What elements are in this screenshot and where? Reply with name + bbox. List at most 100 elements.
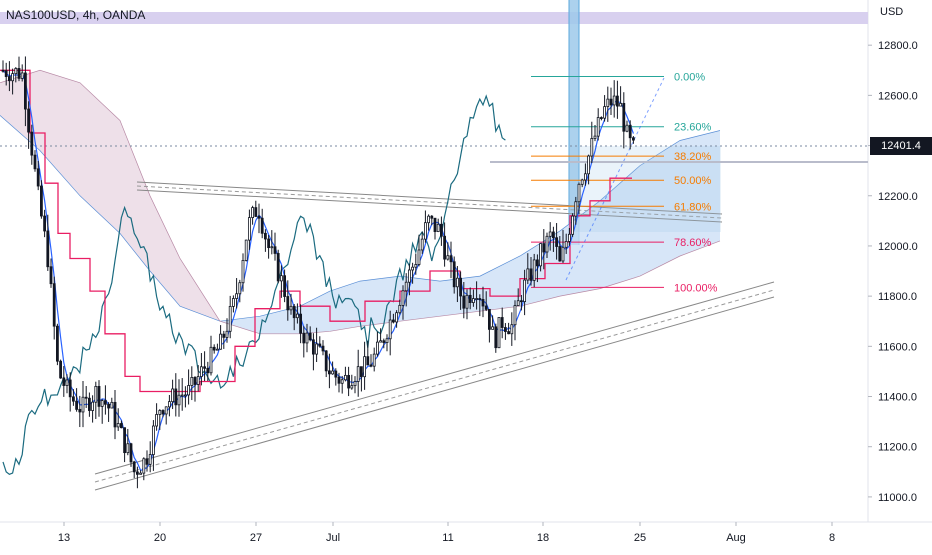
candle	[11, 68, 15, 95]
candle	[529, 257, 533, 286]
candle	[228, 295, 232, 339]
candle	[203, 351, 207, 382]
cloud-segment	[300, 291, 330, 334]
candle	[606, 86, 610, 122]
candle	[27, 101, 31, 149]
x-tick-label: 8	[829, 532, 835, 544]
candle	[187, 369, 191, 405]
candle	[81, 380, 85, 428]
cloud-segment	[260, 306, 300, 334]
candle	[263, 229, 267, 252]
candle	[507, 322, 511, 335]
candle	[353, 376, 357, 394]
candle	[273, 232, 277, 261]
kijun-line	[0, 69, 632, 393]
candle	[279, 265, 283, 298]
ichimoku-cloud	[0, 69, 721, 335]
candle	[305, 323, 309, 353]
candle	[603, 95, 606, 122]
candle	[439, 216, 443, 246]
fib-retracement: 0.00% 23.60% 38.20% 50.00% 61.80% 78.60% 100.0…	[531, 72, 718, 294]
y-tick-label: 12200.0	[878, 191, 918, 203]
candle	[84, 385, 88, 408]
time-axis[interactable]: 13 20 27 Jul 11 18 25 Aug 8	[58, 522, 835, 544]
candle	[558, 236, 562, 262]
x-tick-label: 18	[537, 532, 549, 544]
upper-trend-channel	[136, 181, 723, 223]
candle	[104, 385, 107, 415]
candle	[4, 62, 8, 86]
candle	[539, 243, 542, 272]
candle	[388, 310, 392, 356]
candle	[100, 399, 104, 424]
candle	[359, 366, 363, 392]
candle	[33, 150, 37, 172]
candle	[401, 285, 405, 320]
cloud-segment	[480, 256, 520, 312]
candle	[577, 182, 581, 214]
price-axis-unit: USD	[880, 6, 904, 18]
candle	[552, 226, 555, 252]
candle	[622, 92, 626, 149]
candle	[478, 294, 482, 317]
candle	[532, 253, 536, 288]
chikou-line	[2, 94, 506, 475]
candle	[571, 213, 574, 237]
candle	[427, 214, 431, 231]
candle	[385, 334, 389, 352]
candle	[52, 276, 56, 340]
candle	[190, 366, 194, 401]
candle	[161, 409, 165, 418]
candle	[420, 231, 424, 254]
candle	[513, 300, 517, 341]
candle	[628, 120, 632, 150]
candle	[270, 230, 274, 255]
candle	[158, 409, 162, 430]
candle	[167, 395, 171, 417]
candle	[321, 340, 325, 356]
candle	[7, 61, 11, 92]
candle	[193, 376, 197, 402]
candle	[219, 325, 223, 350]
candle	[327, 353, 331, 389]
candle	[523, 269, 526, 316]
cloud-segment	[150, 195, 180, 307]
candle	[171, 379, 175, 410]
candle	[72, 389, 75, 406]
y-tick-label: 11800.0	[878, 291, 917, 303]
candle	[500, 307, 504, 339]
candle	[564, 233, 568, 254]
candle	[593, 125, 597, 142]
candle	[337, 372, 341, 393]
candle	[289, 293, 293, 315]
candle	[398, 299, 402, 315]
candle	[619, 86, 622, 107]
candle	[596, 108, 600, 141]
candle	[443, 222, 447, 267]
candle	[609, 87, 613, 116]
candle	[267, 234, 271, 259]
candle	[302, 326, 306, 358]
candle	[46, 214, 50, 271]
candle	[222, 330, 226, 349]
candle	[475, 281, 479, 310]
lower-trend-channel	[94, 281, 775, 491]
candle	[244, 239, 248, 262]
candle	[584, 163, 587, 186]
vertical-highlight	[569, 0, 579, 245]
candle	[254, 200, 258, 218]
fib-trend-line	[565, 77, 665, 281]
candle	[516, 288, 520, 306]
candle	[68, 372, 72, 412]
candle	[123, 427, 126, 463]
cloud-segment	[80, 82, 120, 234]
y-tick-label: 11400.0	[878, 392, 917, 404]
candle	[308, 326, 312, 342]
resistance-band	[0, 12, 868, 24]
candle	[632, 136, 635, 144]
x-tick-label: 11	[442, 532, 453, 544]
candle	[423, 210, 427, 243]
candle	[295, 303, 299, 324]
